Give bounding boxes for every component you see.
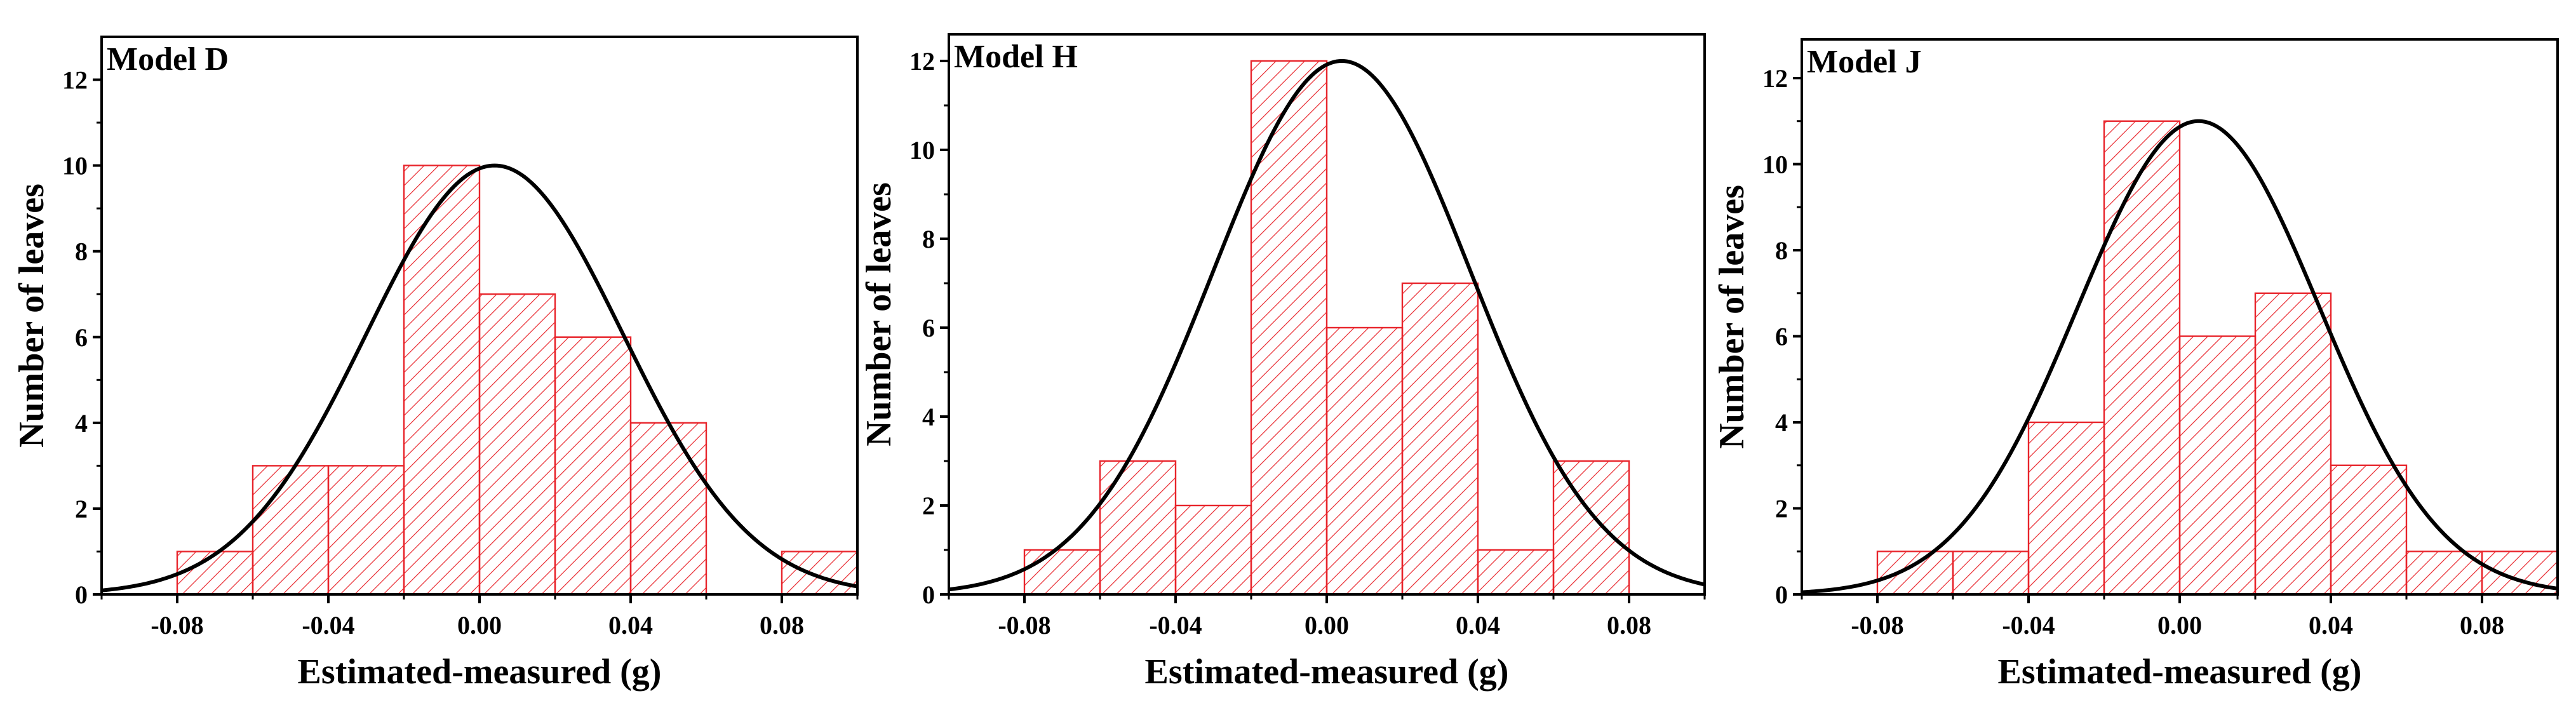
y-tick-label: 6 <box>75 323 88 352</box>
chart-panel-2: -0.08 -0.04 0.00 0.04 0.08 0 2 4 6 8 10 12 Model H Es… <box>859 33 1706 692</box>
normal-fit-curve <box>102 163 857 593</box>
x-tick-label: 0.00 <box>1305 611 1349 639</box>
x-tick-label: 0.04 <box>608 611 653 639</box>
histogram-bar <box>1023 549 1101 594</box>
histogram-bar <box>1552 460 1630 594</box>
x-tick-label: 0.08 <box>760 611 804 639</box>
y-tick-label: 10 <box>1762 150 1788 178</box>
y-tick-label: 0 <box>75 580 88 609</box>
x-tick-label: 0.00 <box>457 611 502 639</box>
x-tick-label: -0.04 <box>2002 611 2055 639</box>
chart-panel-1: -0.08 -0.04 0.00 0.04 0.08 0 2 4 6 8 10 12 Model D Es… <box>12 36 859 692</box>
histogram-bar <box>2330 464 2408 594</box>
histogram-bar <box>1325 326 1404 594</box>
y-tick-label: 12 <box>909 47 935 76</box>
x-tick-label: -0.04 <box>302 611 354 639</box>
histogram-bar <box>1174 504 1252 594</box>
histogram-bar <box>781 551 857 594</box>
x-tick-label: 0.08 <box>2460 611 2504 639</box>
x-tick-label: 0.04 <box>1456 611 1500 639</box>
x-axis-label: Estimated-measured (g) <box>1998 652 2362 692</box>
x-tick-label: -0.04 <box>1149 611 1202 639</box>
y-tick-label: 0 <box>922 580 935 609</box>
panel-title: Model H <box>954 39 1078 75</box>
x-tick-label: 0.04 <box>2309 611 2353 639</box>
histogram-bar <box>1401 282 1479 594</box>
y-tick-label: 8 <box>922 225 935 253</box>
y-tick-label: 6 <box>922 314 935 342</box>
y-axis-label: Number of leaves <box>1712 185 1752 449</box>
histogram-bars <box>1876 120 2558 594</box>
y-tick-label: 6 <box>1775 322 1788 351</box>
histogram-bar <box>327 465 405 594</box>
histogram-bar <box>1952 551 2030 594</box>
histogram-bar <box>2027 421 2105 594</box>
histogram-bars <box>176 164 857 594</box>
y-tick-label: 8 <box>75 238 88 266</box>
histogram-bars <box>1023 60 1630 594</box>
histogram-bar <box>176 551 254 594</box>
histogram-bar <box>403 164 481 594</box>
normal-fit-curve <box>949 58 1705 592</box>
y-tick-label: 4 <box>922 403 935 431</box>
x-tick-label: -0.08 <box>151 611 203 639</box>
y-tick-label: 4 <box>1775 408 1788 437</box>
y-tick-label: 12 <box>1762 64 1788 93</box>
y-axis-label: Number of leaves <box>12 184 51 448</box>
x-tick-label: 0.00 <box>2157 611 2202 639</box>
x-axis-label: Estimated-measured (g) <box>1145 652 1509 692</box>
histogram-bar <box>1099 460 1177 594</box>
histogram-bar <box>2178 335 2257 594</box>
x-tick-label: -0.08 <box>998 611 1050 639</box>
normal-fit-curve <box>1802 119 2558 594</box>
y-tick-label: 4 <box>75 409 88 438</box>
y-axis-label: Number of leaves <box>859 182 899 446</box>
panel-title: Model J <box>1807 44 1922 80</box>
panel-title: Model D <box>107 41 229 77</box>
y-tick-label: 2 <box>1775 494 1788 523</box>
y-tick-label: 0 <box>1775 580 1788 609</box>
histogram-bar <box>1250 60 1328 594</box>
y-tick-label: 2 <box>922 492 935 520</box>
histogram-bar <box>2103 120 2181 594</box>
histogram-bar <box>554 336 632 594</box>
x-tick-label: -0.08 <box>1851 611 1903 639</box>
x-tick-label: 0.08 <box>1607 611 1651 639</box>
y-tick-label: 12 <box>62 66 88 95</box>
histogram-bar <box>1876 551 1954 594</box>
chart-panel-3: -0.08 -0.04 0.00 0.04 0.08 0 2 4 6 8 10 12 Model J Es… <box>1712 38 2559 692</box>
x-axis-label: Estimated-measured (g) <box>298 652 662 692</box>
y-tick-label: 10 <box>909 136 935 164</box>
histogram-bar <box>629 422 708 594</box>
y-tick-label: 2 <box>75 495 88 523</box>
y-tick-label: 8 <box>1775 236 1788 265</box>
histogram-bar <box>478 293 556 594</box>
histogram-bar <box>252 465 330 594</box>
y-tick-label: 10 <box>62 152 88 180</box>
histogram-bar <box>1477 549 1555 594</box>
histogram-bar <box>2254 292 2332 594</box>
